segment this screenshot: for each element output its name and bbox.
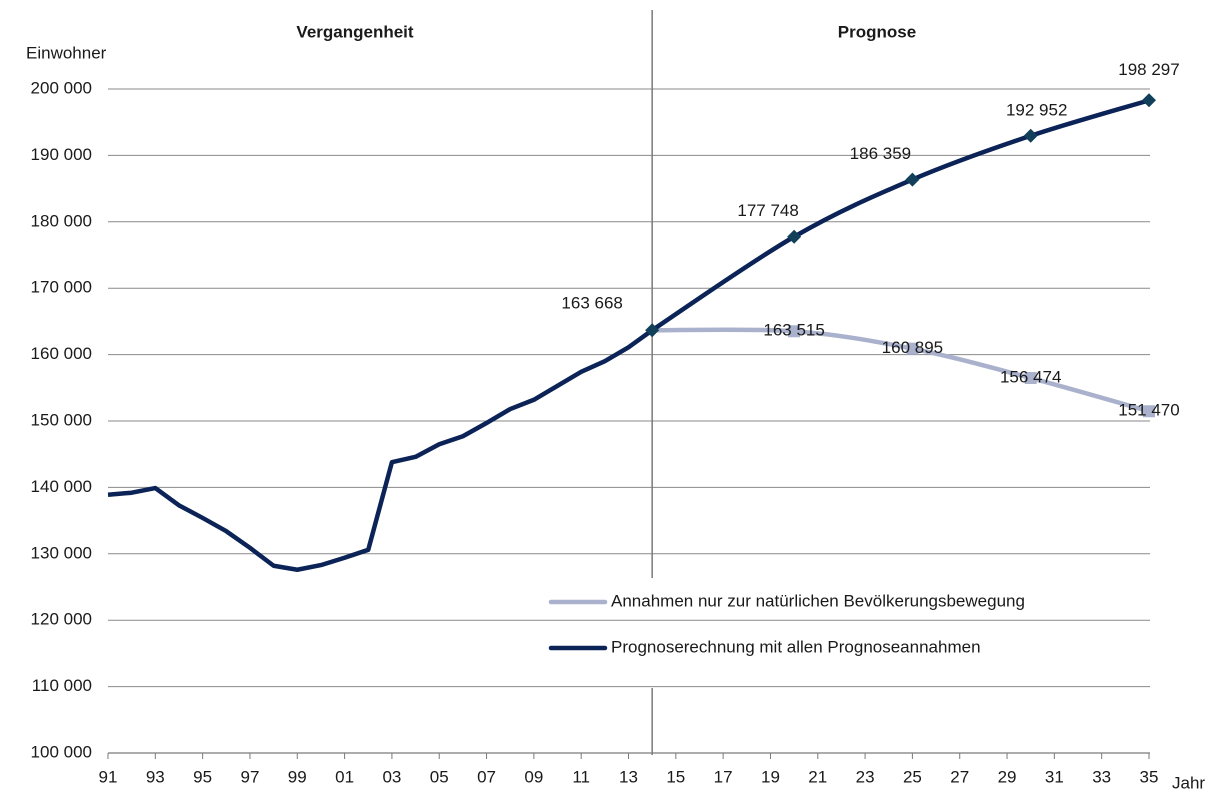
marker xyxy=(905,172,920,187)
marker xyxy=(1023,128,1038,143)
y-axis-label: Einwohner xyxy=(26,43,107,62)
marker xyxy=(1142,93,1156,108)
x-tick-label: 97 xyxy=(240,767,259,786)
x-tick-label: 91 xyxy=(99,767,118,786)
x-tick-label: 29 xyxy=(998,767,1017,786)
marker xyxy=(645,323,660,338)
x-tick-label: 19 xyxy=(761,767,780,786)
series-line xyxy=(107,98,1150,572)
x-tick-label: 13 xyxy=(619,767,638,786)
x-tick-label: 17 xyxy=(714,767,733,786)
data-label: 186 359 xyxy=(850,144,911,163)
y-tick-label: 200 000 xyxy=(31,78,92,97)
y-tick-label: 180 000 xyxy=(31,211,92,230)
data-label: 160 895 xyxy=(882,338,943,357)
section-label: Prognose xyxy=(838,22,916,41)
x-tick-label: 99 xyxy=(288,767,307,786)
y-tick-label: 170 000 xyxy=(31,278,92,297)
marker xyxy=(906,342,919,355)
x-tick-label: 93 xyxy=(146,767,165,786)
data-label: 198 297 xyxy=(1118,60,1179,79)
legend-label: Annahmen nur zur natürlichen Bevölkerung… xyxy=(611,591,1025,610)
data-label: 192 952 xyxy=(1006,100,1067,119)
y-tick-label: 120 000 xyxy=(31,610,92,629)
y-tick-label: 160 000 xyxy=(31,344,92,363)
section-label: Vergangenheit xyxy=(296,22,413,41)
x-tick-label: 15 xyxy=(666,767,685,786)
x-tick-label: 33 xyxy=(1092,767,1111,786)
legend-label: Prognoserechnung mit allen Prognoseannah… xyxy=(611,637,981,656)
x-tick-label: 27 xyxy=(950,767,969,786)
data-label: 163 515 xyxy=(763,321,824,340)
x-tick-label: 07 xyxy=(477,767,496,786)
y-tick-label: 150 000 xyxy=(31,410,92,429)
x-tick-label: 23 xyxy=(856,767,875,786)
x-tick-label: 95 xyxy=(193,767,212,786)
x-tick-label: 03 xyxy=(382,767,401,786)
x-tick-label: 05 xyxy=(430,767,449,786)
y-tick-label: 100 000 xyxy=(31,742,92,761)
marker xyxy=(1143,405,1155,418)
y-tick-label: 130 000 xyxy=(31,543,92,562)
data-label: 156 474 xyxy=(1000,367,1061,386)
x-tick-label: 35 xyxy=(1140,767,1159,786)
y-tick-label: 140 000 xyxy=(31,477,92,496)
x-tick-label: 09 xyxy=(524,767,543,786)
marker xyxy=(787,229,802,244)
y-tick-label: 190 000 xyxy=(31,145,92,164)
x-tick-label: 21 xyxy=(808,767,827,786)
x-tick-label: 25 xyxy=(903,767,922,786)
x-axis-label: Jahr xyxy=(1172,773,1205,792)
data-label: 177 748 xyxy=(737,201,798,220)
marker xyxy=(788,325,801,338)
data-label: 163 668 xyxy=(561,294,622,313)
x-tick-label: 01 xyxy=(335,767,354,786)
y-tick-label: 110 000 xyxy=(32,676,92,695)
marker xyxy=(1024,372,1037,385)
x-tick-label: 11 xyxy=(572,767,590,786)
x-tick-label: 31 xyxy=(1045,767,1064,786)
data-label: 151 470 xyxy=(1118,401,1179,420)
